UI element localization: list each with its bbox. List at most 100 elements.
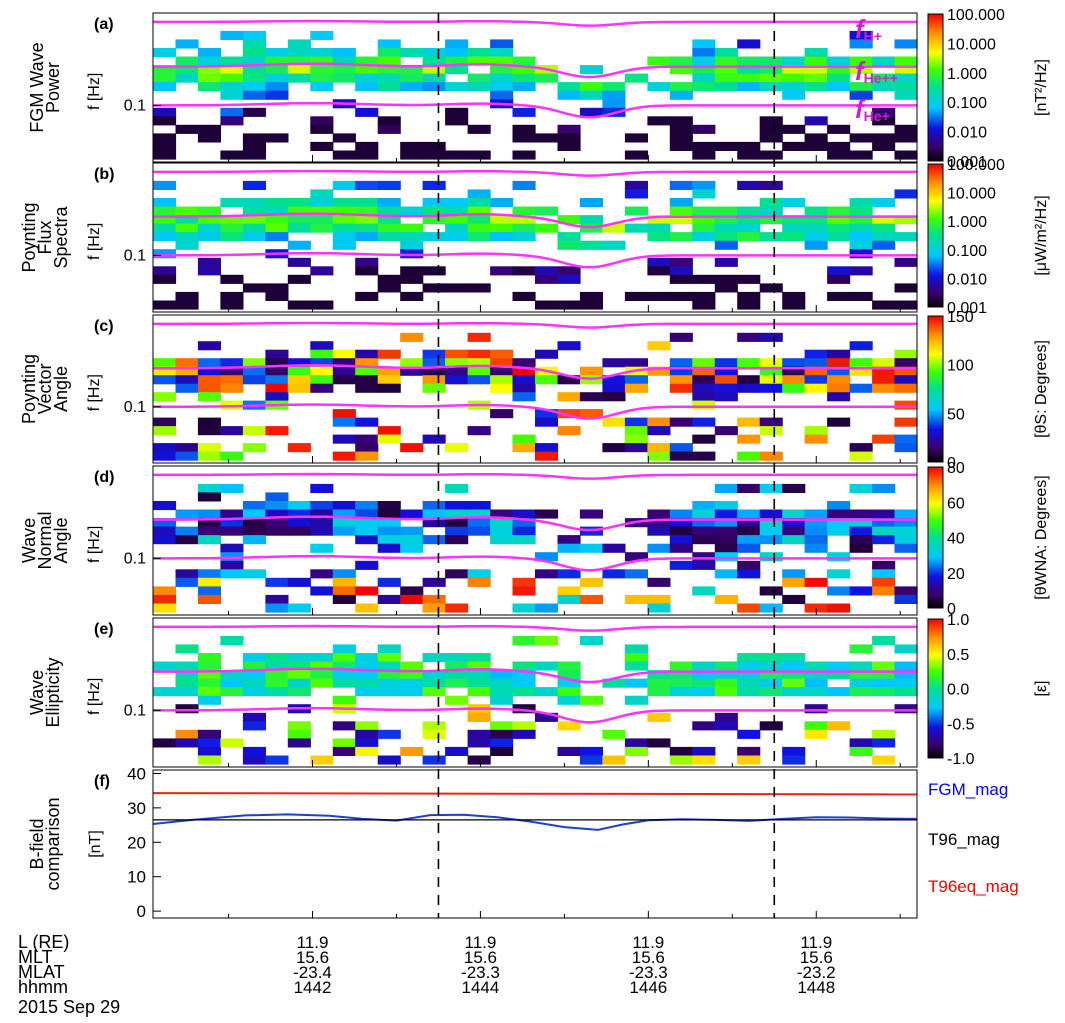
- heat-cell: [714, 375, 738, 385]
- heat-cell: [355, 56, 379, 66]
- ephemeris-value: 11.9: [465, 933, 497, 952]
- heat-cell: [287, 687, 311, 697]
- heat-cell: [714, 383, 738, 393]
- heat-cell: [692, 746, 716, 756]
- heat-cell: [377, 56, 401, 66]
- heat-cell: [197, 451, 221, 461]
- panel-ylabel: Angle: [51, 366, 71, 412]
- heat-cell: [669, 375, 693, 385]
- heat-cell: [220, 509, 244, 519]
- heat-cell: [692, 417, 716, 427]
- heat-cell: [332, 451, 356, 461]
- heat-cell: [287, 39, 311, 49]
- heat-cell: [557, 375, 581, 385]
- heat-cell: [153, 417, 177, 427]
- heat-cell: [759, 375, 783, 385]
- heat-cell: [849, 82, 873, 92]
- heat-cell: [759, 552, 783, 562]
- y-tick-label: 30: [127, 799, 146, 818]
- heat-cell: [355, 257, 379, 267]
- heat-cell: [422, 755, 446, 765]
- heat-cell: [220, 30, 244, 40]
- heat-cell: [894, 434, 918, 444]
- heat-cell: [332, 518, 356, 528]
- heat-cell: [872, 375, 896, 385]
- heat-cell: [827, 501, 851, 511]
- heat-cell: [759, 670, 783, 680]
- heat-cell: [692, 358, 716, 368]
- heat-cell: [669, 366, 693, 376]
- heat-cell: [467, 577, 491, 587]
- heat-cell: [400, 223, 424, 233]
- heat-cell: [804, 349, 828, 359]
- heat-cell: [332, 695, 356, 705]
- heat-cell: [827, 392, 851, 402]
- heat-cell: [197, 215, 221, 225]
- heat-cell: [490, 509, 514, 519]
- heat-cell: [355, 746, 379, 756]
- heat-cell: [557, 426, 581, 436]
- heat-cell: [737, 603, 761, 613]
- ephemeris-row-label: MLT: [18, 947, 53, 967]
- heat-cell: [467, 755, 491, 765]
- gyrofrequency-line-hep: [153, 251, 917, 269]
- heat-cell: [512, 670, 536, 680]
- heat-cell: [332, 180, 356, 190]
- heat-cell: [377, 661, 401, 671]
- heat-cell: [332, 594, 356, 604]
- heat-cell: [624, 375, 648, 385]
- heat-cell: [759, 65, 783, 75]
- heat-cell: [287, 443, 311, 453]
- heat-cell: [512, 392, 536, 402]
- heat-cell: [220, 232, 244, 242]
- heat-cell: [579, 240, 603, 250]
- heat-cell: [872, 670, 896, 680]
- heat-cell: [692, 291, 716, 301]
- heat-cell: [512, 704, 536, 714]
- gyrofrequency-line-hepp: [153, 515, 917, 532]
- heat-cell: [782, 56, 806, 66]
- heat-cell: [355, 358, 379, 368]
- heat-cell: [422, 687, 446, 697]
- heat-cell: [782, 687, 806, 697]
- heat-cell: [197, 223, 221, 233]
- heat-cell: [265, 198, 289, 208]
- heat-cell: [400, 48, 424, 58]
- heat-cell: [602, 543, 626, 553]
- heat-cell: [422, 266, 446, 276]
- heat-cell: [624, 661, 648, 671]
- heat-cell: [872, 569, 896, 579]
- heat-cell: [197, 729, 221, 739]
- heat-cell: [804, 133, 828, 143]
- heat-cell: [490, 73, 514, 83]
- heat-cell: [490, 409, 514, 419]
- heat-cell: [242, 65, 266, 75]
- heat-cell: [422, 206, 446, 216]
- heat-cell: [287, 653, 311, 663]
- heat-cell: [400, 232, 424, 242]
- heat-cell: [220, 82, 244, 92]
- heat-cell: [872, 678, 896, 688]
- heat-cell: [894, 133, 918, 143]
- heat-cell: [759, 653, 783, 663]
- heat-cell: [894, 358, 918, 368]
- heat-cell: [287, 240, 311, 250]
- heat-cell: [894, 65, 918, 75]
- heat-cell: [287, 661, 311, 671]
- panel-label: (a): [94, 16, 114, 33]
- heat-cell: [332, 133, 356, 143]
- curve-label: fHe+: [855, 94, 890, 124]
- heat-cell: [849, 586, 873, 596]
- heat-cell: [287, 518, 311, 528]
- heat-cell: [872, 82, 896, 92]
- heat-cell: [535, 417, 559, 427]
- heat-cell: [647, 509, 671, 519]
- heat-cell: [332, 150, 356, 160]
- heat-cell: [175, 358, 199, 368]
- heat-cell: [692, 56, 716, 66]
- heat-cell: [467, 124, 491, 134]
- colorbar-label: 0: [947, 601, 956, 618]
- heat-cell: [872, 240, 896, 250]
- heat-cell: [377, 426, 401, 436]
- heat-cell: [669, 124, 693, 134]
